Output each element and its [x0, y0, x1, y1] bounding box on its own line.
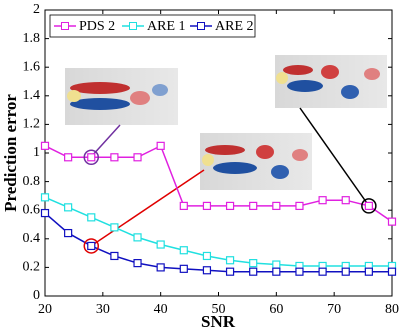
marker [40, 208, 50, 218]
legend: PDS 2 ARE 1 ARE 2 [49, 14, 256, 38]
marker [387, 267, 397, 276]
marker [341, 196, 350, 205]
marker [295, 267, 304, 276]
plot-frame [44, 9, 393, 297]
marker [87, 213, 96, 222]
y-tick-label: 0.8 [23, 174, 41, 189]
legend-marker [197, 22, 205, 30]
marker [318, 267, 327, 276]
marker [202, 251, 212, 261]
marker [272, 201, 281, 211]
y-tick-label: 0 [33, 288, 40, 303]
marker [64, 203, 73, 212]
marker [156, 240, 165, 249]
marker [87, 153, 96, 162]
y-tick-label: 2 [33, 2, 40, 17]
marker [133, 153, 142, 162]
pointer-line [90, 169, 205, 247]
marker [156, 141, 165, 150]
series-line [44, 144, 393, 223]
y-tick-label: 1 [33, 145, 40, 160]
y-tick-label: 1.4 [23, 88, 41, 103]
marker [202, 266, 212, 275]
marker [295, 201, 304, 211]
highlight-circle [83, 238, 100, 254]
marker [110, 251, 119, 261]
marker [133, 259, 142, 268]
x-tick-label: 70 [327, 302, 341, 317]
legend-box [49, 14, 256, 38]
x-axis-label: SNR [201, 312, 236, 331]
highlight-circle [361, 198, 377, 214]
y-tick-label: 1.2 [23, 117, 41, 132]
marker [341, 267, 350, 276]
inset-image [275, 55, 387, 108]
x-tick-label: 40 [154, 302, 168, 317]
marker [156, 263, 165, 272]
inset-image [65, 68, 178, 125]
legend-label: ARE 1 [147, 19, 186, 34]
x-tick-label: 50 [212, 302, 226, 317]
legend-marker [129, 22, 137, 30]
marker [179, 201, 188, 211]
marker [179, 246, 188, 255]
x-tick-label: 60 [269, 302, 283, 317]
marker [64, 153, 73, 162]
series-line [44, 212, 392, 273]
marker [249, 259, 258, 268]
marker [64, 228, 73, 238]
legend-label: PDS 2 [79, 19, 115, 34]
legend-label: ARE 2 [215, 19, 254, 34]
marker [387, 217, 397, 226]
marker [364, 267, 373, 276]
marker [272, 267, 281, 276]
marker [225, 201, 235, 211]
marker [87, 241, 96, 251]
y-tick-label: 1.8 [23, 31, 41, 46]
marker [272, 260, 281, 269]
marker [40, 193, 50, 202]
marker [110, 153, 119, 162]
inset-image [200, 133, 312, 190]
y-axis-label: Prediction error [1, 94, 20, 212]
series-line [44, 196, 392, 267]
marker [364, 201, 373, 211]
marker [133, 233, 142, 242]
marker [202, 201, 212, 211]
marker [179, 264, 188, 273]
highlight-circle [83, 149, 100, 166]
marker [225, 256, 235, 265]
x-tick-label: 20 [38, 302, 52, 317]
y-tick-label: 0.2 [23, 260, 41, 275]
x-tick-label: 30 [96, 302, 110, 317]
x-tick-label: 80 [385, 302, 399, 317]
marker [110, 223, 119, 232]
pointer-line [299, 107, 370, 207]
insets [65, 55, 387, 247]
marker [249, 267, 258, 276]
y-tick-label: 1.6 [23, 59, 41, 74]
marker [249, 201, 258, 211]
y-tick-label: 0.6 [23, 202, 41, 217]
marker [225, 267, 235, 276]
marker [318, 196, 327, 205]
y-tick-label: 0.4 [23, 231, 41, 246]
marker [40, 141, 50, 150]
legend-marker [61, 22, 69, 30]
